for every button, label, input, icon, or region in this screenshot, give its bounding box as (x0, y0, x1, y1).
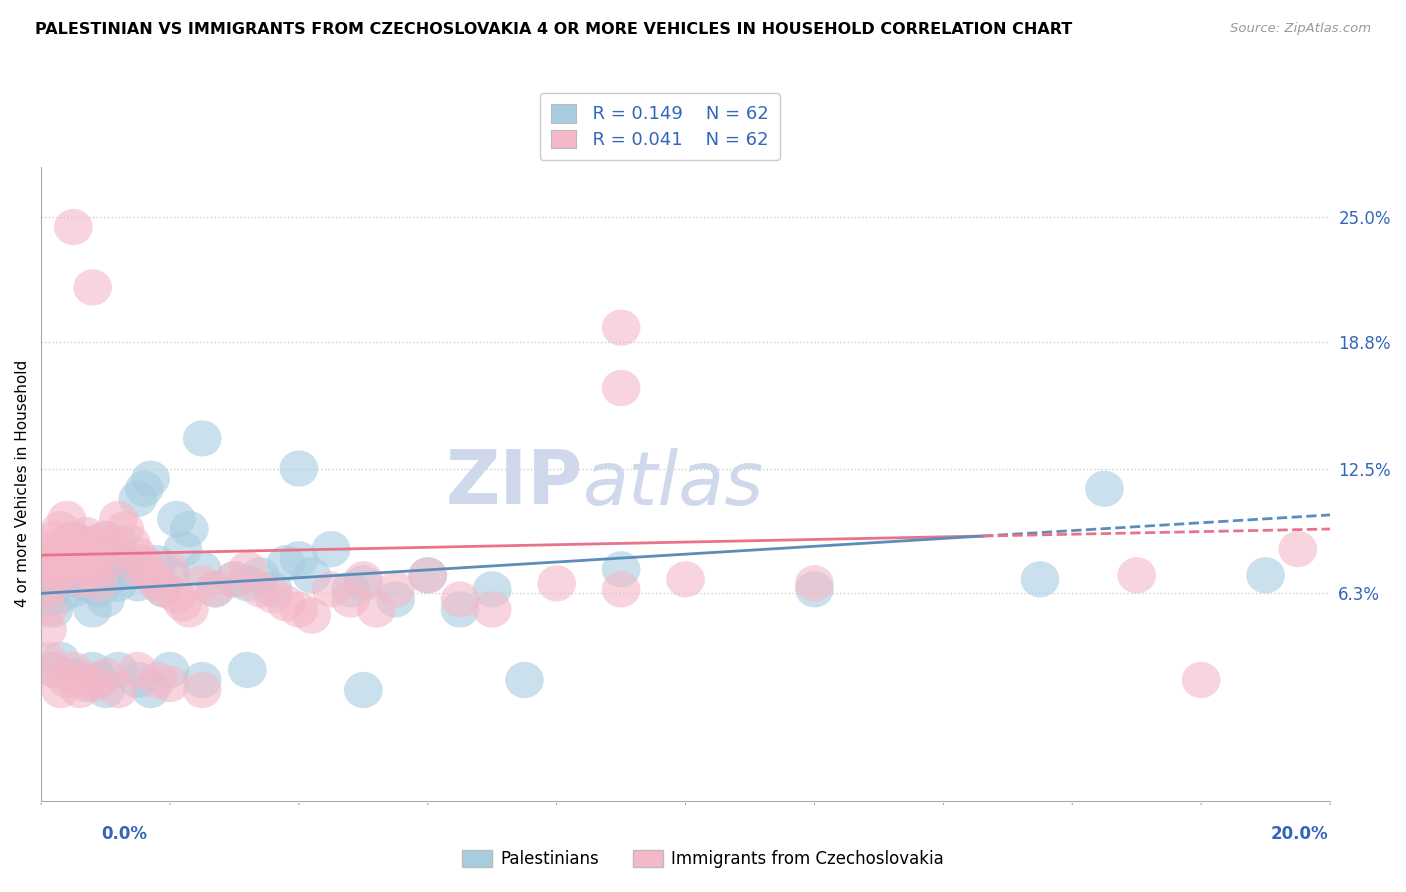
Y-axis label: 4 or more Vehicles in Household: 4 or more Vehicles in Household (15, 360, 30, 607)
Text: PALESTINIAN VS IMMIGRANTS FROM CZECHOSLOVAKIA 4 OR MORE VEHICLES IN HOUSEHOLD CO: PALESTINIAN VS IMMIGRANTS FROM CZECHOSLO… (35, 22, 1073, 37)
Text: Source: ZipAtlas.com: Source: ZipAtlas.com (1230, 22, 1371, 36)
Text: 0.0%: 0.0% (101, 825, 148, 843)
Text: atlas: atlas (582, 448, 763, 520)
Text: 20.0%: 20.0% (1271, 825, 1329, 843)
Legend:   R = 0.149    N = 62,   R = 0.041    N = 62: R = 0.149 N = 62, R = 0.041 N = 62 (540, 93, 780, 160)
Legend: Palestinians, Immigrants from Czechoslovakia: Palestinians, Immigrants from Czechoslov… (456, 843, 950, 875)
Text: ZIP: ZIP (446, 447, 582, 520)
